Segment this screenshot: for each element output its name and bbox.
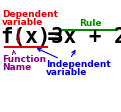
Text: variable: variable bbox=[46, 67, 87, 76]
Text: variable: variable bbox=[2, 18, 43, 27]
Text: Name: Name bbox=[2, 62, 31, 71]
Text: Independent: Independent bbox=[46, 59, 111, 68]
Text: 3x + 2: 3x + 2 bbox=[51, 27, 121, 47]
Text: =: = bbox=[46, 27, 64, 47]
Text: Function: Function bbox=[2, 55, 46, 63]
Text: f(x): f(x) bbox=[1, 27, 51, 47]
Text: Rule: Rule bbox=[79, 19, 101, 28]
Text: Dependent: Dependent bbox=[2, 10, 58, 19]
